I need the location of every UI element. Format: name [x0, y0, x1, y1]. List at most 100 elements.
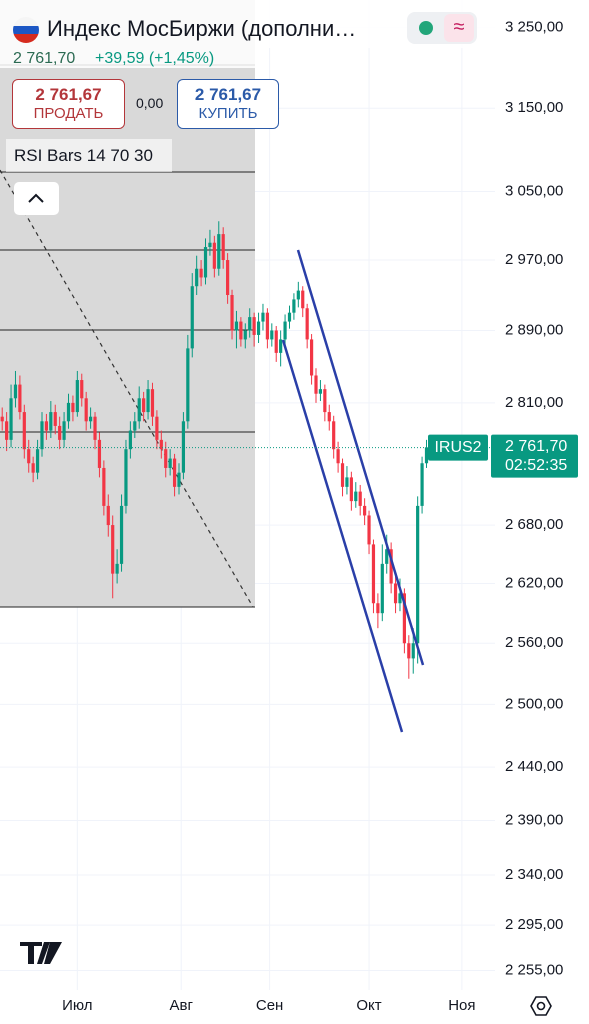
quote-bg — [0, 48, 255, 68]
buy-button[interactable]: 2 761,67 КУПИТЬ — [177, 79, 279, 129]
price-tag: 2 761,70 — [505, 438, 567, 455]
candle-body — [0, 416, 4, 422]
candle-body — [340, 463, 345, 487]
tv-logo — [20, 942, 62, 964]
channel-upper — [296, 249, 425, 666]
candle-body — [71, 402, 75, 413]
sell-button[interactable]: 2 761,67 ПРОДАТЬ — [12, 79, 125, 129]
candle-body — [279, 339, 283, 353]
x-tick-label: Окт — [356, 997, 381, 1014]
candle-body — [27, 449, 31, 464]
y-tick-label: 3 250,00 — [505, 19, 563, 36]
candle-body — [22, 412, 26, 450]
candle-body — [115, 563, 119, 574]
candle-body — [411, 643, 415, 659]
x-tick-label: Сен — [256, 997, 283, 1014]
candle-body — [358, 491, 362, 506]
candle-body — [256, 321, 261, 335]
candle-body — [5, 421, 9, 440]
status-buttons[interactable]: ≈ — [407, 12, 477, 44]
candle-body — [274, 330, 278, 353]
candle-body — [243, 330, 247, 340]
candle-body — [336, 449, 340, 464]
candle-body — [398, 593, 402, 604]
candle-body — [283, 321, 287, 340]
candle-body — [393, 583, 398, 604]
indicator-label[interactable]: RSI Bars 14 70 30 — [6, 139, 172, 172]
y-tick-label: 2 560,00 — [505, 634, 563, 651]
candle-body — [84, 398, 88, 422]
candle-body — [349, 477, 353, 502]
price-tag-bg — [491, 434, 578, 478]
candle-body — [133, 421, 137, 431]
candle-body — [318, 389, 323, 394]
candle-body — [164, 449, 168, 468]
collapse-button[interactable] — [14, 182, 59, 215]
candle-body — [31, 463, 35, 473]
y-tick-label: 2 295,00 — [505, 916, 563, 933]
candle-body — [230, 295, 234, 331]
candle-body — [323, 389, 327, 413]
candle-body — [9, 398, 13, 440]
candle-body — [58, 425, 62, 440]
buy-price: 2 761,67 — [194, 85, 262, 104]
candle-body — [239, 321, 243, 340]
symbol-tag-bg — [428, 434, 488, 461]
candle-body — [62, 421, 66, 440]
candle-body — [371, 544, 376, 604]
candle-body — [354, 491, 358, 502]
candle-body — [309, 339, 314, 376]
candle-body — [106, 505, 110, 526]
candle-body — [137, 398, 141, 422]
candle-body — [217, 234, 221, 269]
candle-body — [367, 515, 371, 545]
candle-body — [363, 505, 367, 516]
candle-body — [195, 268, 199, 287]
candle-body — [142, 398, 146, 413]
candle-body — [287, 312, 292, 322]
y-tick-label: 2 620,00 — [505, 574, 563, 591]
candle-body — [177, 472, 181, 487]
candle-body — [234, 321, 239, 331]
x-tick-label: Ноя — [448, 997, 475, 1014]
candle-body — [376, 603, 380, 614]
channel-lower — [281, 339, 404, 733]
candle-body — [66, 402, 71, 422]
candle-body — [190, 286, 194, 349]
y-tick-label: 2 970,00 — [505, 251, 563, 268]
y-tick-label: 2 810,00 — [505, 394, 563, 411]
y-tick-label: 2 890,00 — [505, 321, 563, 338]
candle-body — [416, 505, 420, 644]
quote: 2 761,70 — [13, 50, 76, 67]
candle-body — [150, 389, 155, 417]
price-tags: IRUS2 2 761,70 02:52:35 — [0, 434, 578, 478]
candle-body — [146, 389, 150, 413]
candle-body — [53, 412, 57, 426]
buy-label: КУПИТЬ — [198, 105, 258, 122]
candle-body — [305, 308, 309, 340]
candle-body — [93, 416, 97, 440]
candle-body — [265, 312, 269, 340]
candle-body — [124, 449, 128, 506]
candle-body — [407, 643, 411, 659]
candle-body — [49, 412, 53, 431]
candle-body — [327, 412, 331, 422]
candle-body — [119, 505, 124, 564]
y-tick-label: 3 050,00 — [505, 182, 563, 199]
x-tick-label: Авг — [169, 997, 193, 1014]
candle-body — [221, 234, 225, 261]
candle-body — [389, 549, 393, 584]
candle-body — [314, 375, 318, 394]
y-tick-label: 2 440,00 — [505, 758, 563, 775]
candle-body — [18, 384, 22, 413]
candle-body — [252, 317, 256, 335]
candle-body — [155, 416, 159, 440]
settings-icon[interactable] — [530, 996, 552, 1016]
candle-body — [168, 458, 172, 468]
candle-body — [44, 421, 49, 431]
candle-body — [186, 348, 190, 422]
candle-body — [102, 467, 106, 506]
candle-body — [159, 439, 163, 450]
y-tick-label: 2 340,00 — [505, 866, 563, 883]
